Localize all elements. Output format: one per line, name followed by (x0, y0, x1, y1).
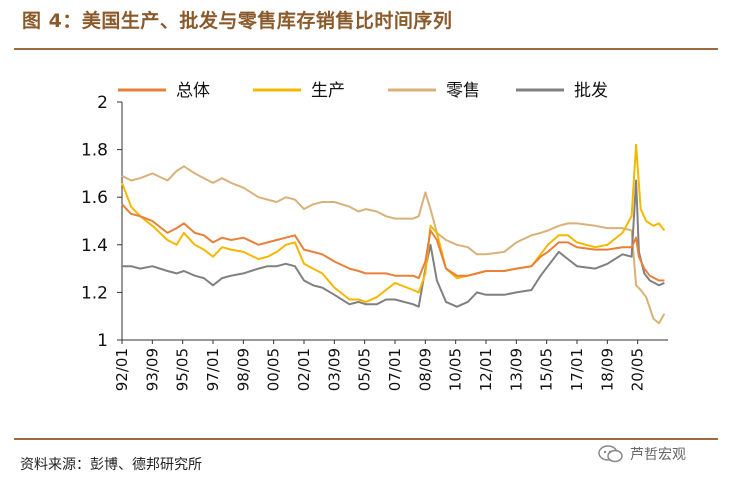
y-tick-label: 1.6 (81, 188, 108, 208)
y-tick-label: 1.4 (81, 236, 108, 256)
legend-label: 批发 (574, 81, 608, 101)
series-line-0 (121, 203, 665, 282)
x-tick-label: 97/01 (204, 348, 222, 391)
x-tick-label: 18/09 (598, 348, 616, 391)
x-tick-label: 05/05 (356, 348, 374, 391)
x-tick-label: 12/01 (477, 348, 495, 391)
source-note: 资料来源：彭博、德邦研究所 (20, 457, 202, 473)
x-tick-label: 10/05 (447, 348, 465, 391)
x-tick-label: 13/09 (507, 348, 525, 391)
series-line-2 (121, 165, 666, 325)
legend-label: 零售 (446, 81, 480, 101)
x-tick-label: 93/09 (143, 348, 161, 391)
chart-area: 总体 生产 零售 批发 11.21.41.61.82 92/01 93/09 95/05 9… (81, 81, 668, 391)
x-tick-label: 17/01 (568, 348, 586, 391)
y-tick-label: 2 (97, 93, 108, 113)
legend: 总体 生产 零售 批发 (118, 81, 608, 101)
bottom-divider (14, 438, 718, 440)
legend-label: 总体 (176, 81, 210, 101)
x-tick-label: 20/05 (629, 348, 647, 391)
figure-title: 图 4：美国生产、批发与零售库存销售比时间序列 (22, 10, 453, 32)
x-tick-label: 08/09 (416, 348, 434, 391)
series-line-1 (121, 143, 666, 303)
y-tick-label: 1.2 (81, 283, 108, 303)
y-axis: 1 1.2 1.4 1.6 1.8 2 (81, 93, 123, 351)
y-tick-label: 1 (97, 331, 108, 351)
wechat-icon (598, 445, 623, 463)
x-tick-label: 07/01 (386, 348, 404, 391)
x-tick-label: 15/05 (538, 348, 556, 391)
x-tick-label: 98/09 (234, 348, 252, 391)
x-tick-label: 00/05 (265, 348, 283, 391)
top-divider (14, 48, 718, 50)
watermark: 芦哲宏观 (598, 444, 686, 464)
y-tick-label: 1.8 (81, 141, 108, 161)
x-tick-label: 95/05 (174, 348, 192, 391)
x-tick-label: 02/01 (295, 348, 313, 391)
series-lines (121, 143, 666, 325)
x-axis: 92/01 93/09 95/05 97/01 98/09 00/05 02/01 03/09… (113, 339, 668, 391)
legend-label: 生产 (311, 81, 345, 101)
watermark-text: 芦哲宏观 (630, 447, 686, 463)
x-tick-label: 92/01 (113, 348, 131, 391)
series-line-3 (122, 179, 665, 308)
x-tick-label: 03/09 (325, 348, 343, 391)
